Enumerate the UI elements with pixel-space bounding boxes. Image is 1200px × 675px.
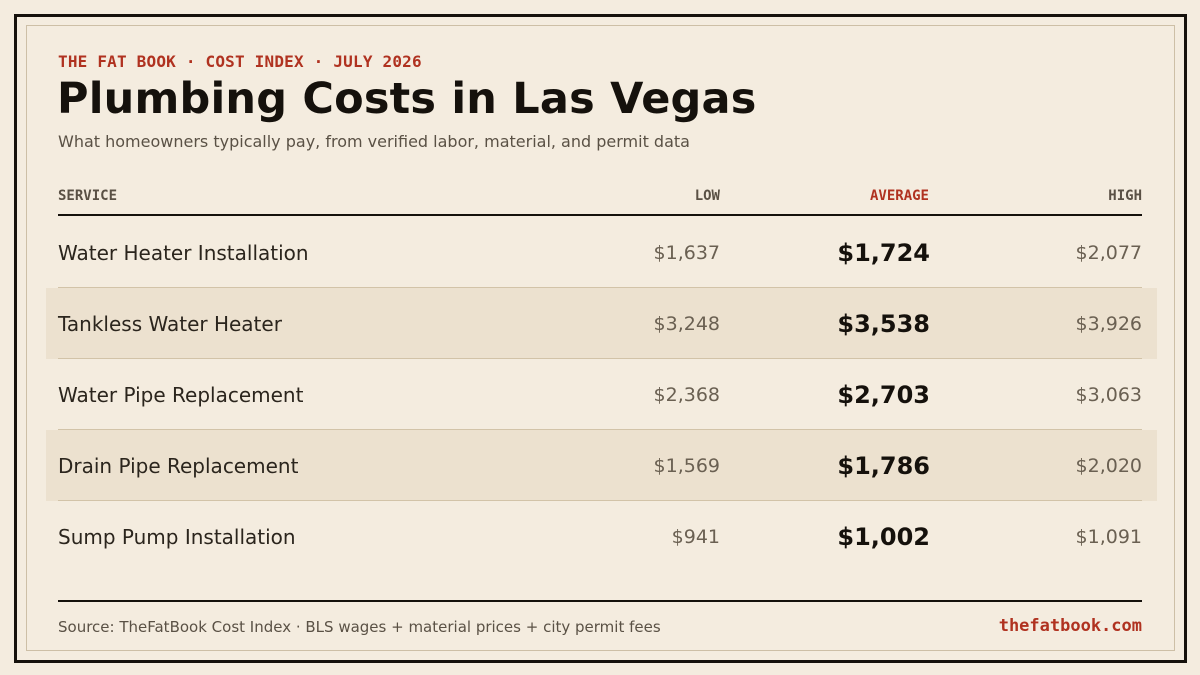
table-row: Drain Pipe Replacement $1,569 $1,786 $2,… xyxy=(0,430,1200,501)
row-divider xyxy=(58,500,1142,501)
average-cost: $3,538 xyxy=(837,309,930,338)
header-rule xyxy=(58,214,1142,216)
average-cost: $1,724 xyxy=(837,238,930,267)
cost-table: Water Heater Installation $1,637 $1,724 … xyxy=(0,217,1200,572)
outer-frame xyxy=(14,14,1187,663)
table-row: Water Heater Installation $1,637 $1,724 … xyxy=(0,217,1200,288)
footer-rule xyxy=(58,600,1142,602)
source-note: Source: TheFatBook Cost Index · BLS wage… xyxy=(58,618,661,636)
row-divider xyxy=(58,358,1142,359)
service-name: Water Heater Installation xyxy=(58,240,309,265)
kicker: THE FAT BOOK · COST INDEX · JULY 2026 xyxy=(58,52,422,71)
inner-frame xyxy=(26,25,1175,651)
high-cost: $3,926 xyxy=(1075,312,1142,335)
column-header-service: SERVICE xyxy=(58,188,118,204)
service-name: Sump Pump Installation xyxy=(58,524,296,549)
average-cost: $1,786 xyxy=(837,451,930,480)
page-subtitle: What homeowners typically pay, from veri… xyxy=(58,132,690,151)
column-header-high: HIGH xyxy=(1108,188,1142,204)
service-name: Drain Pipe Replacement xyxy=(58,453,299,478)
row-divider xyxy=(58,429,1142,430)
high-cost: $2,077 xyxy=(1075,241,1142,264)
table-row: Water Pipe Replacement $2,368 $2,703 $3,… xyxy=(0,359,1200,430)
high-cost: $2,020 xyxy=(1075,454,1142,477)
service-name: Tankless Water Heater xyxy=(58,311,282,336)
low-cost: $1,637 xyxy=(653,241,720,264)
page-title: Plumbing Costs in Las Vegas xyxy=(57,74,757,124)
low-cost: $3,248 xyxy=(653,312,720,335)
column-header-average: AVERAGE xyxy=(869,188,929,204)
row-divider xyxy=(58,287,1142,288)
average-cost: $2,703 xyxy=(837,380,930,409)
column-header-low: LOW xyxy=(694,188,720,204)
average-cost: $1,002 xyxy=(837,522,930,551)
low-cost: $2,368 xyxy=(653,383,720,406)
high-cost: $3,063 xyxy=(1075,383,1142,406)
low-cost: $941 xyxy=(671,525,720,548)
service-name: Water Pipe Replacement xyxy=(58,382,304,407)
table-row: Sump Pump Installation $941 $1,002 $1,09… xyxy=(0,501,1200,572)
low-cost: $1,569 xyxy=(653,454,720,477)
table-row: Tankless Water Heater $3,248 $3,538 $3,9… xyxy=(0,288,1200,359)
high-cost: $1,091 xyxy=(1075,525,1142,548)
site-link[interactable]: thefatbook.com xyxy=(998,616,1142,636)
